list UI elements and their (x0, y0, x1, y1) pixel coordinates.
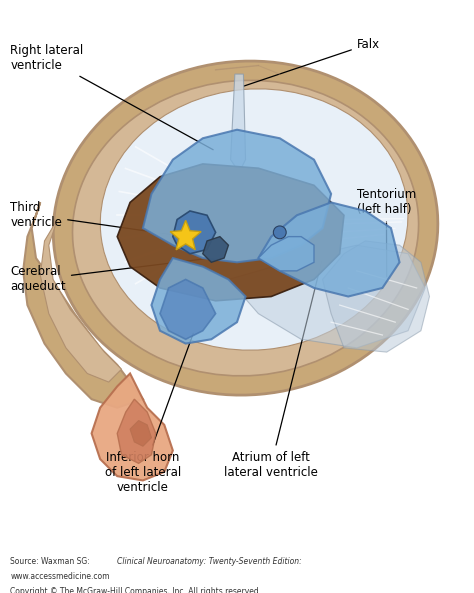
Polygon shape (117, 399, 156, 463)
Ellipse shape (273, 226, 286, 239)
Text: Tentorium
(left half): Tentorium (left half) (357, 189, 416, 276)
Polygon shape (322, 241, 429, 352)
Polygon shape (117, 164, 344, 301)
Polygon shape (130, 420, 152, 446)
Text: Copyright © The McGraw-Hill Companies, Inc. All rights reserved.: Copyright © The McGraw-Hill Companies, I… (10, 588, 262, 593)
Polygon shape (160, 279, 216, 339)
Polygon shape (152, 258, 246, 343)
Polygon shape (170, 221, 201, 250)
Text: Source: Waxman SG:: Source: Waxman SG: (10, 557, 92, 566)
Polygon shape (230, 74, 246, 173)
Polygon shape (40, 219, 121, 382)
Polygon shape (228, 245, 425, 348)
Text: Right lateral
ventricle: Right lateral ventricle (10, 44, 213, 150)
Text: Atrium of left
lateral ventricle: Atrium of left lateral ventricle (224, 261, 322, 479)
Polygon shape (91, 374, 173, 480)
Text: Clinical Neuroanatomy: Twenty-Seventh Edition:: Clinical Neuroanatomy: Twenty-Seventh Ed… (117, 557, 302, 566)
Polygon shape (258, 202, 400, 296)
Text: www.accessmedicine.com: www.accessmedicine.com (10, 572, 110, 581)
Text: Cerebral
aqueduct: Cerebral aqueduct (10, 259, 209, 294)
Ellipse shape (73, 80, 419, 376)
Text: Falx: Falx (244, 38, 380, 86)
Text: Inferior horn
of left lateral
ventricle: Inferior horn of left lateral ventricle (105, 333, 193, 493)
Polygon shape (143, 130, 331, 262)
Polygon shape (23, 202, 143, 408)
Polygon shape (173, 211, 216, 254)
Text: Third
ventricle: Third ventricle (10, 201, 183, 236)
Polygon shape (258, 237, 314, 271)
Ellipse shape (100, 89, 408, 350)
Ellipse shape (53, 61, 438, 395)
Polygon shape (203, 237, 228, 262)
